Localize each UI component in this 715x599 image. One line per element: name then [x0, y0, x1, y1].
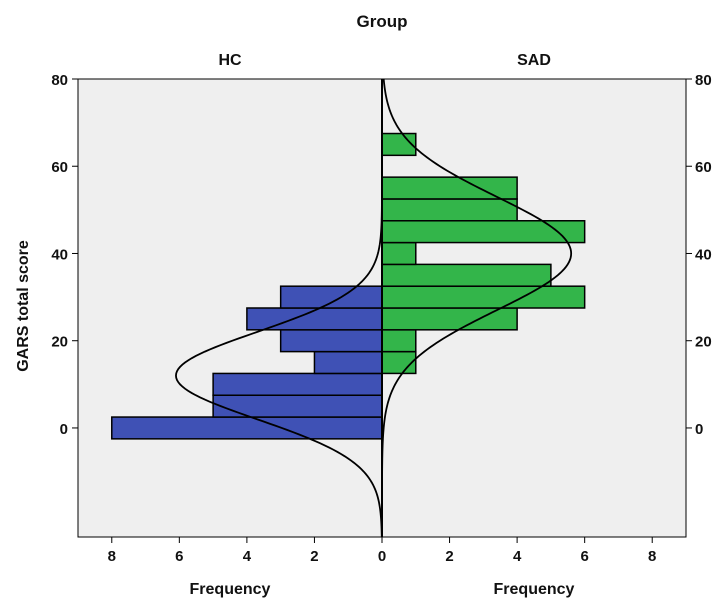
bar-sad	[381, 263, 552, 287]
bar-sad	[381, 198, 518, 222]
bar-sad	[381, 176, 518, 200]
bar-hc	[279, 285, 383, 309]
y-tick-label-left: 40	[51, 246, 68, 263]
x-tick-label: 4	[243, 548, 252, 565]
panel-label-hc: HC	[218, 52, 242, 69]
chart-title: Group	[357, 12, 408, 31]
bar-sad	[381, 329, 417, 353]
x-tick-label: 6	[175, 548, 183, 565]
x-tick-label: 8	[108, 548, 116, 565]
x-axis-label-left: Frequency	[190, 581, 271, 598]
bar-sad	[381, 241, 417, 266]
bar-hc	[313, 350, 383, 375]
bar-hc	[212, 394, 383, 418]
y-tick-label-right: 80	[695, 72, 712, 89]
y-tick-label-left: 80	[51, 72, 68, 89]
y-axis-label: GARS total score	[15, 240, 32, 372]
x-tick-label: 2	[310, 548, 318, 565]
x-tick-label: 0	[378, 548, 386, 565]
bar-hc	[279, 329, 383, 353]
y-tick-label-left: 0	[60, 421, 68, 438]
bar-sad	[381, 285, 586, 309]
y-tick-label-right: 60	[695, 159, 712, 176]
bar-hc	[212, 372, 383, 396]
x-tick-label: 6	[580, 548, 588, 565]
bar-hc	[111, 416, 383, 440]
y-tick-label-left: 20	[51, 334, 68, 351]
y-tick-label-right: 0	[695, 421, 703, 438]
x-tick-label: 8	[648, 548, 656, 565]
bar-sad	[381, 220, 586, 244]
y-tick-label-right: 20	[695, 334, 712, 351]
x-tick-label: 2	[445, 548, 453, 565]
y-tick-label-right: 40	[695, 246, 712, 263]
x-axis-label-right: Frequency	[494, 581, 575, 598]
x-tick-label: 4	[513, 548, 522, 565]
bar-sad	[381, 307, 518, 331]
y-tick-label-left: 60	[51, 159, 68, 176]
panel-label-sad: SAD	[517, 52, 551, 69]
